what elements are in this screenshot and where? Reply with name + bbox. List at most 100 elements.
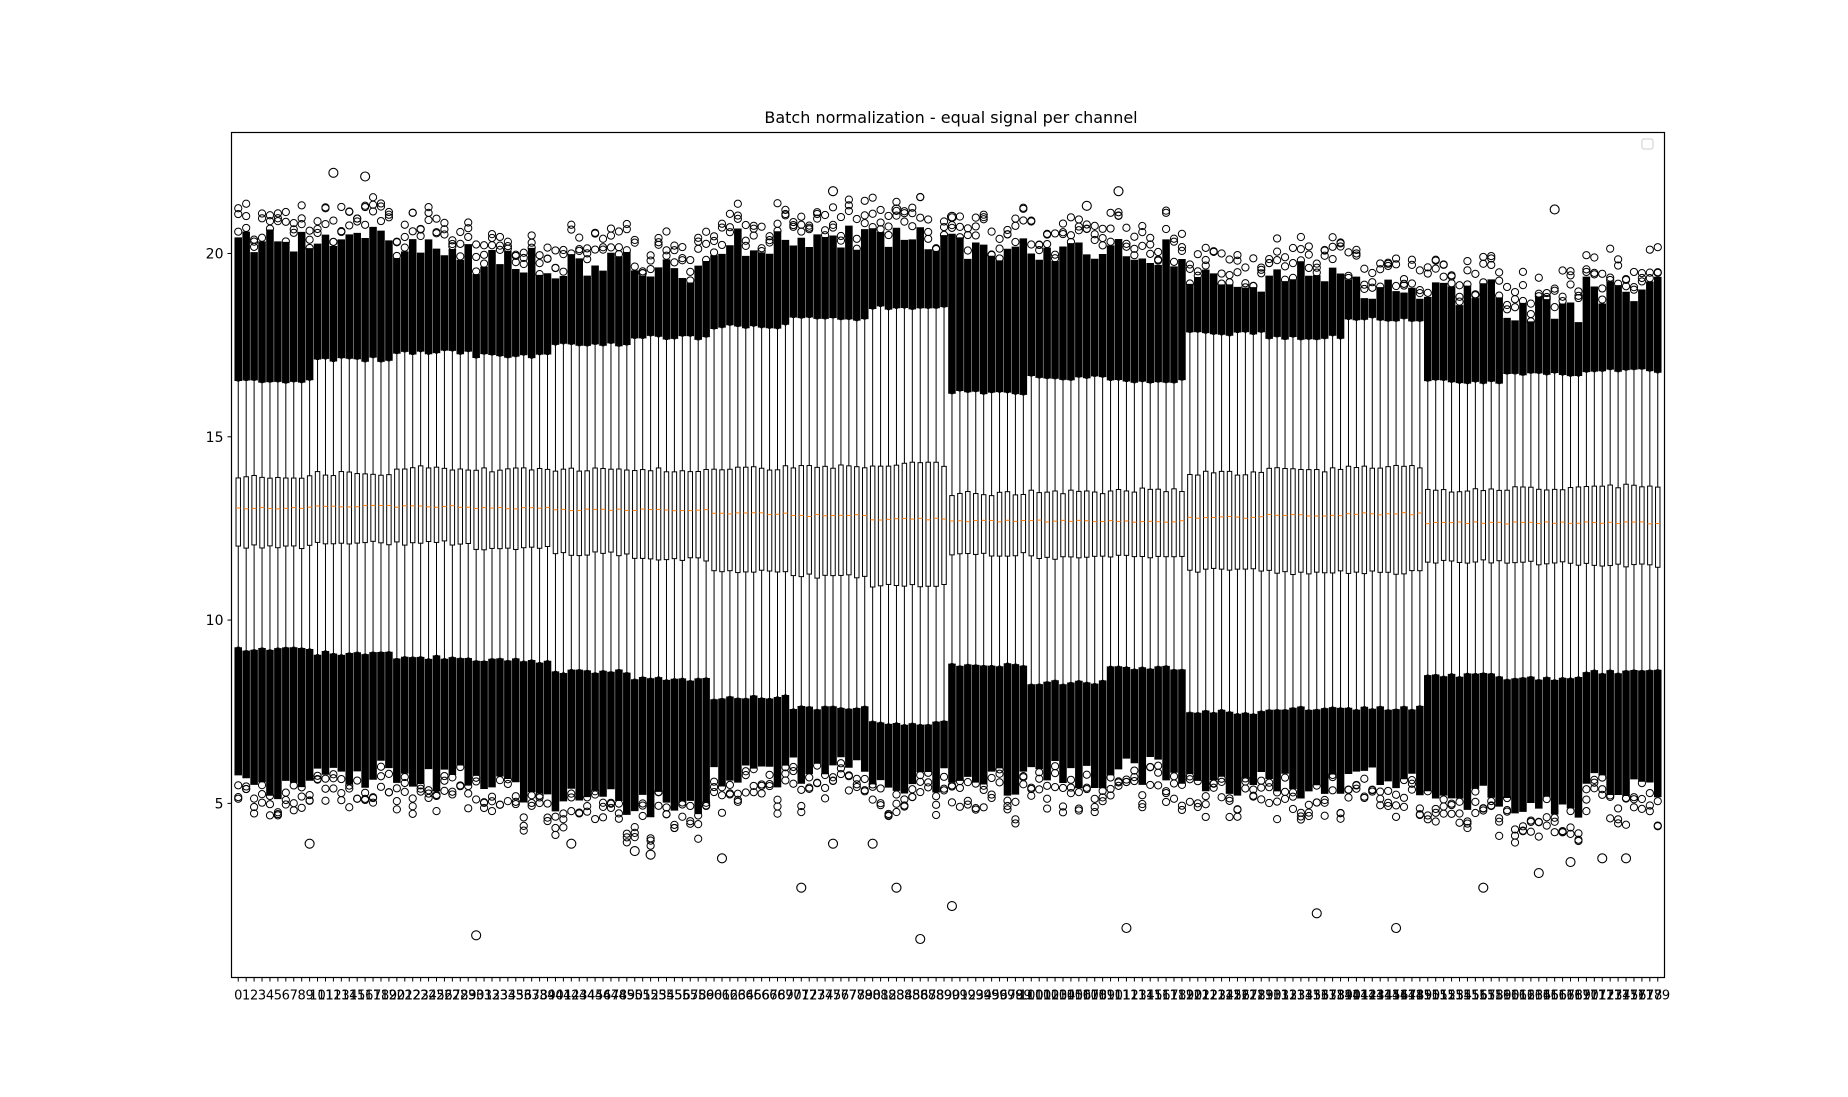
x-tick-label: 18 <box>373 989 390 1004</box>
extreme-outlier <box>471 930 482 941</box>
outlier-point <box>329 216 338 225</box>
outlier-point <box>694 820 703 829</box>
box-170 <box>1582 251 1591 816</box>
outlier-point <box>924 215 933 224</box>
iqr-box <box>1258 471 1264 572</box>
iqr-box <box>1337 468 1344 572</box>
box-139 <box>1336 238 1345 823</box>
outlier-point <box>479 250 489 259</box>
outlier-point <box>1050 254 1060 263</box>
chart-title: Batch normalization - equal signal per c… <box>764 108 1137 127</box>
outlier-point <box>1201 243 1210 252</box>
outlier-point <box>1352 249 1361 258</box>
outlier-point <box>1399 281 1409 290</box>
outlier-point <box>1653 822 1662 831</box>
outlier-point <box>1296 232 1305 242</box>
iqr-box <box>394 468 400 543</box>
outlier-point <box>440 771 449 781</box>
outlier-point <box>995 244 1004 253</box>
x-tick-label: 104 <box>1051 989 1076 1004</box>
outlier-point <box>678 798 687 807</box>
outlier-point <box>1376 282 1385 291</box>
outlier-point <box>1558 827 1567 836</box>
outlier-point <box>598 813 608 822</box>
iqr-box <box>862 467 868 577</box>
box-27 <box>448 236 457 799</box>
outlier-point <box>844 201 853 210</box>
outlier-point <box>1637 779 1646 788</box>
outlier-point <box>797 220 806 229</box>
outlier-point <box>1471 797 1480 806</box>
outlier-point <box>400 772 409 782</box>
y-tick-label: 20 <box>206 246 224 262</box>
outlier-point <box>1058 802 1068 811</box>
outlier-point <box>376 782 386 791</box>
box-44 <box>583 244 592 816</box>
outlier-point <box>1130 766 1139 775</box>
outlier-point <box>281 788 290 797</box>
box-23 <box>416 224 425 796</box>
box-164 <box>1534 273 1543 841</box>
box-115 <box>1146 233 1155 790</box>
outlier-point <box>1241 777 1250 786</box>
outlier-point <box>448 242 457 251</box>
outlier-point <box>345 781 354 790</box>
box-3 <box>257 209 267 807</box>
box-161 <box>1510 287 1520 847</box>
box-128 <box>1249 254 1258 801</box>
outlier-point <box>1606 273 1615 282</box>
box-174 <box>1614 255 1623 828</box>
outlier-point <box>392 784 401 793</box>
outlier-point <box>456 227 465 237</box>
iqr-box <box>457 468 464 545</box>
box-68 <box>773 199 782 818</box>
iqr-box <box>838 464 844 576</box>
outlier-point <box>789 220 798 230</box>
outlier-point <box>1177 805 1187 815</box>
outlier-point <box>242 211 251 221</box>
outlier-point <box>670 258 679 267</box>
outlier-point <box>1455 809 1464 818</box>
outlier-point <box>1066 237 1076 247</box>
x-tick-label: 98 <box>1007 989 1024 1004</box>
outlier-point <box>1074 226 1083 235</box>
outlier-point <box>654 238 663 247</box>
outlier-point <box>781 209 790 219</box>
outlier-point <box>1582 785 1591 794</box>
outlier-point <box>273 214 282 223</box>
box-65 <box>749 221 758 797</box>
outlier-point <box>408 227 417 236</box>
x-tick-label: 32 <box>484 989 501 1004</box>
outlier-point <box>1629 267 1639 277</box>
iqr-box <box>1393 464 1399 575</box>
x-tick-label: 49 <box>619 989 636 1004</box>
outlier-point <box>1645 801 1654 810</box>
outlier-point <box>487 806 497 816</box>
x-tick-label: 80 <box>864 989 881 1004</box>
box-129 <box>1257 263 1266 804</box>
outlier-point <box>1169 237 1179 246</box>
outlier-point <box>1257 776 1266 785</box>
box-64 <box>741 220 750 797</box>
x-tick-label: 165 <box>1534 989 1559 1004</box>
outlier-point <box>1637 794 1646 804</box>
x-tick-label: 177 <box>1629 989 1654 1004</box>
outlier-point <box>400 243 409 252</box>
extreme-outlier <box>915 933 926 945</box>
outlier-point <box>1471 808 1480 818</box>
outlier-point <box>1011 221 1020 230</box>
outlier-point <box>654 787 663 797</box>
iqr-box <box>425 467 432 543</box>
outlier-point <box>1510 303 1520 312</box>
outlier-point <box>1273 256 1282 265</box>
outlier-point <box>598 245 608 254</box>
outlier-point <box>678 254 687 263</box>
outlier-point <box>337 227 346 236</box>
iqr-box <box>1409 465 1415 572</box>
outlier-point <box>361 201 370 210</box>
outlier-point <box>464 804 473 813</box>
outlier-point <box>1233 256 1242 265</box>
box-35 <box>511 250 520 809</box>
x-tick-label: 69 <box>777 989 794 1004</box>
outlier-point <box>1027 791 1036 800</box>
